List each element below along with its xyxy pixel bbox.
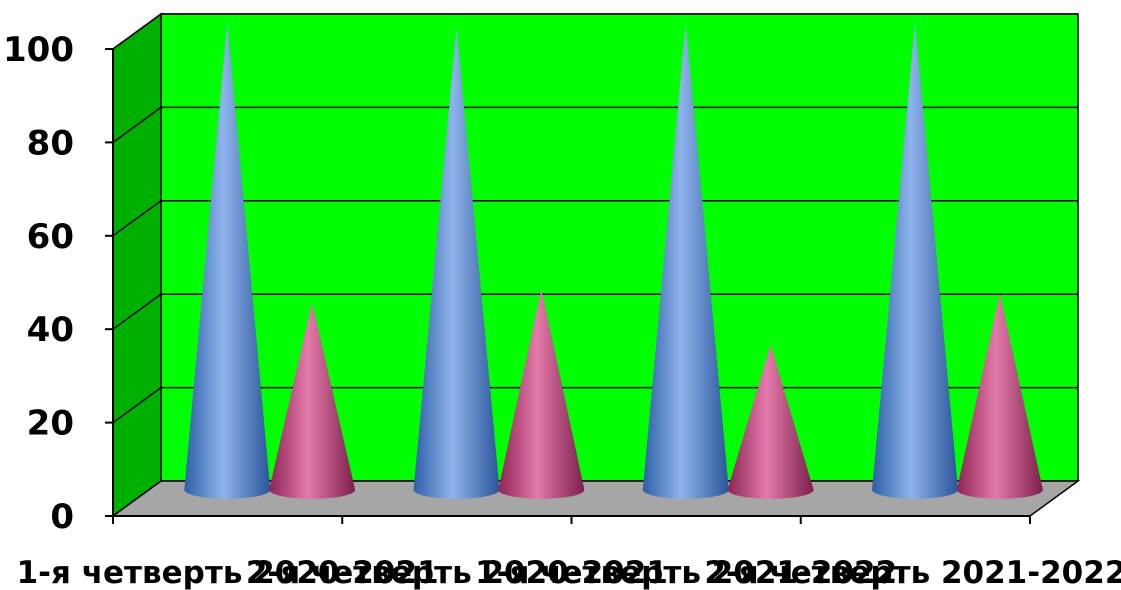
gridline-side	[112, 293, 162, 330]
gridline-side	[112, 386, 162, 424]
y-tick-label: 40	[27, 310, 74, 350]
cone-series-1	[872, 22, 959, 499]
x-category-label: 1-я четверть 2021-2022	[475, 555, 897, 590]
cone-series-2	[498, 288, 585, 499]
x-category-label: 2-я четверть 2020-2021	[246, 555, 668, 590]
y-tick-label: 80	[27, 123, 74, 163]
x-category-label: 2-я четверть 2021-2022	[704, 555, 1121, 590]
cone-series-2	[269, 302, 356, 499]
cone-series-1	[184, 22, 271, 499]
y-tick-label: 20	[27, 404, 74, 444]
gridline-side	[112, 200, 162, 237]
x-category-label: 1-я четверть 2020-2021	[17, 555, 439, 590]
y-tick-label: 0	[50, 497, 74, 537]
gridline-side	[112, 13, 162, 50]
cone-series-2	[727, 344, 814, 499]
cone-series-1	[413, 27, 500, 499]
y-tick-label: 60	[27, 217, 74, 257]
gridline-side	[112, 106, 162, 144]
y-tick-label: 100	[3, 30, 74, 70]
cone-series-2	[956, 293, 1043, 499]
side-wall	[112, 12, 162, 518]
cone-series-1	[642, 22, 729, 499]
